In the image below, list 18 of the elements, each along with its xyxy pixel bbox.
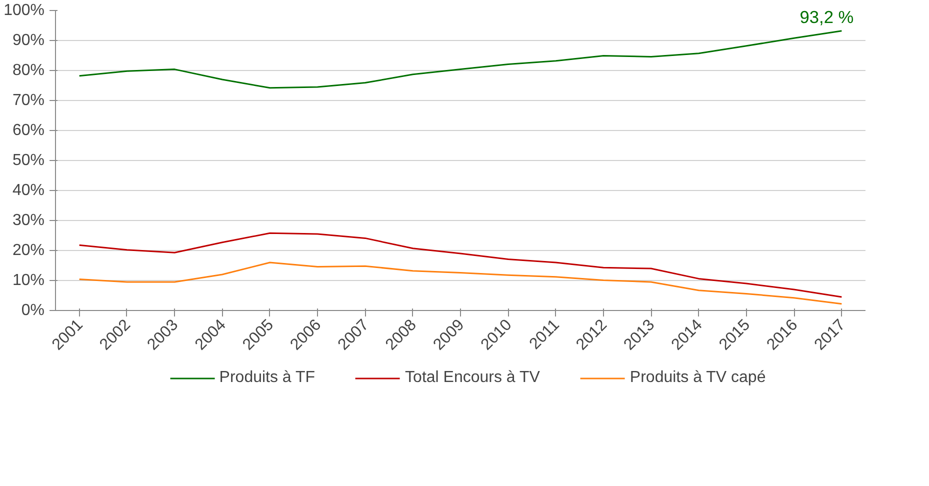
y-tick-label: 90%: [12, 32, 45, 49]
y-tick-label: 100%: [4, 2, 44, 19]
line-series: [78, 262, 842, 305]
line-series: [78, 232, 842, 298]
y-tick-label: 70%: [12, 92, 45, 109]
y-tick-label: 80%: [12, 62, 45, 79]
y-tick-label: 10%: [12, 272, 45, 289]
y-tick-label: 0%: [21, 302, 44, 319]
legend-label: Total Encours à TV: [405, 369, 540, 387]
legend-label: Produits à TV capé: [630, 369, 766, 387]
y-tick-label: 40%: [12, 182, 45, 199]
y-tick-label: 20%: [12, 242, 45, 259]
y-tick-label: 50%: [12, 152, 45, 169]
annotation: 93,2 %: [800, 6, 854, 27]
y-tick-label: 60%: [12, 122, 45, 139]
y-tick-label: 30%: [12, 212, 45, 229]
line-series: [78, 30, 842, 89]
legend-label: Produits à TF: [219, 369, 316, 387]
